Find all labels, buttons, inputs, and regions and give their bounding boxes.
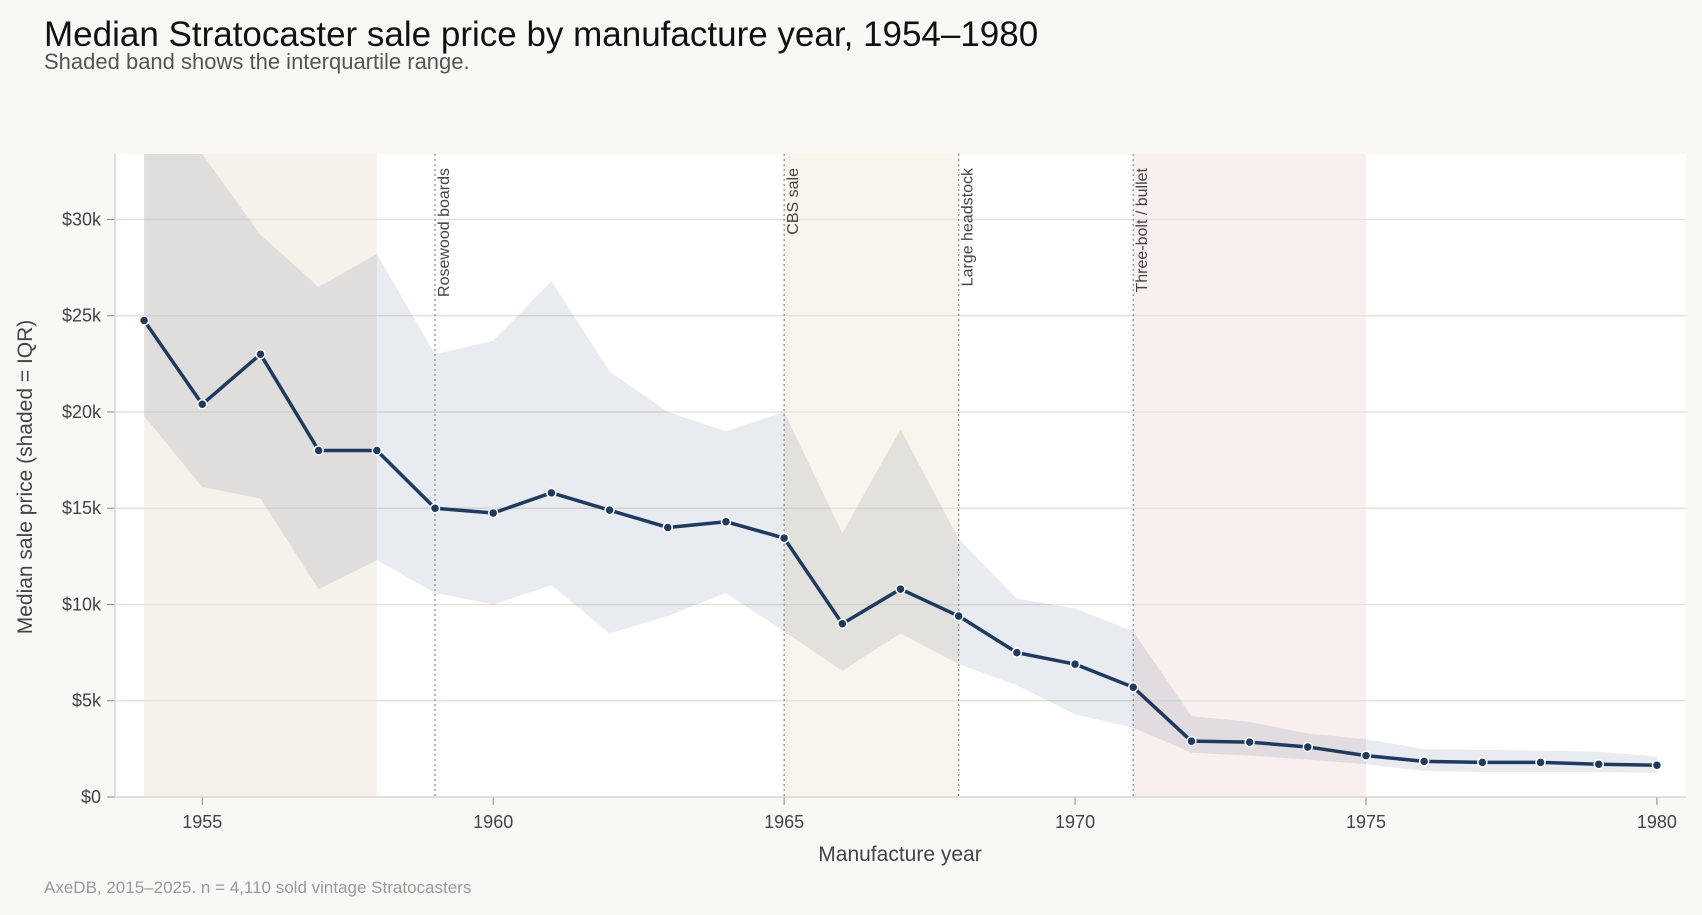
era-shade-1 [784, 154, 959, 797]
median-point [1535, 757, 1546, 768]
y-tick-label: $20k [62, 402, 102, 422]
iqr-band [144, 154, 1657, 773]
median-point [1477, 757, 1488, 768]
event-label: CBS sale [785, 168, 802, 235]
median-point [1186, 735, 1197, 747]
median-point [313, 445, 324, 456]
event-label: Rosewood boards [436, 168, 453, 297]
median-point [720, 516, 732, 527]
median-point [1011, 647, 1023, 658]
median-point [953, 610, 964, 622]
median-point [371, 445, 383, 456]
median-point [1069, 658, 1081, 670]
y-tick-label: $15k [62, 498, 102, 518]
median-point [429, 502, 441, 514]
y-tick-label: $10k [62, 594, 102, 614]
x-axis-label: Manufacture year [818, 843, 981, 866]
median-point [1360, 750, 1372, 761]
median-point [1127, 682, 1139, 693]
median-point [487, 507, 499, 519]
event-label: Large headstock [960, 167, 977, 286]
chart-subtitle: Shaded band shows the interquartile rang… [44, 49, 470, 74]
median-point [1651, 759, 1663, 771]
median-point [895, 583, 906, 595]
footnote: AxeDB, 2015–2025. n = 4,110 sold vintage… [44, 878, 471, 897]
x-tick-label: 1980 [1637, 812, 1677, 832]
y-tick-label: $0 [81, 787, 101, 807]
median-point [1244, 736, 1255, 748]
era-shade-0 [144, 154, 377, 797]
x-tick-label: 1965 [764, 812, 804, 832]
chart-title: Median Stratocaster sale price by manufa… [44, 15, 1038, 54]
median-point [197, 399, 208, 410]
y-tick-label: $30k [62, 209, 102, 229]
median-point [255, 348, 266, 360]
x-tick-label: 1975 [1346, 812, 1386, 832]
median-point [662, 522, 674, 533]
y-axis-label: Median sale price (shaded = IQR) [14, 320, 37, 635]
x-tick-label: 1970 [1055, 812, 1095, 832]
median-point [546, 487, 557, 499]
median-point [1302, 741, 1314, 753]
era-shade-2 [1133, 154, 1366, 797]
y-tick-label: $25k [62, 306, 102, 326]
median-point [138, 315, 150, 326]
median-point [837, 618, 848, 629]
median-point [604, 504, 615, 516]
median-point [1593, 759, 1604, 770]
x-tick-label: 1955 [182, 812, 222, 832]
median-point [778, 532, 790, 544]
x-tick-label: 1960 [473, 812, 513, 832]
event-label: Three-bolt / bullet [1134, 167, 1151, 292]
median-point [1418, 756, 1430, 767]
y-tick-label: $5k [72, 691, 102, 711]
